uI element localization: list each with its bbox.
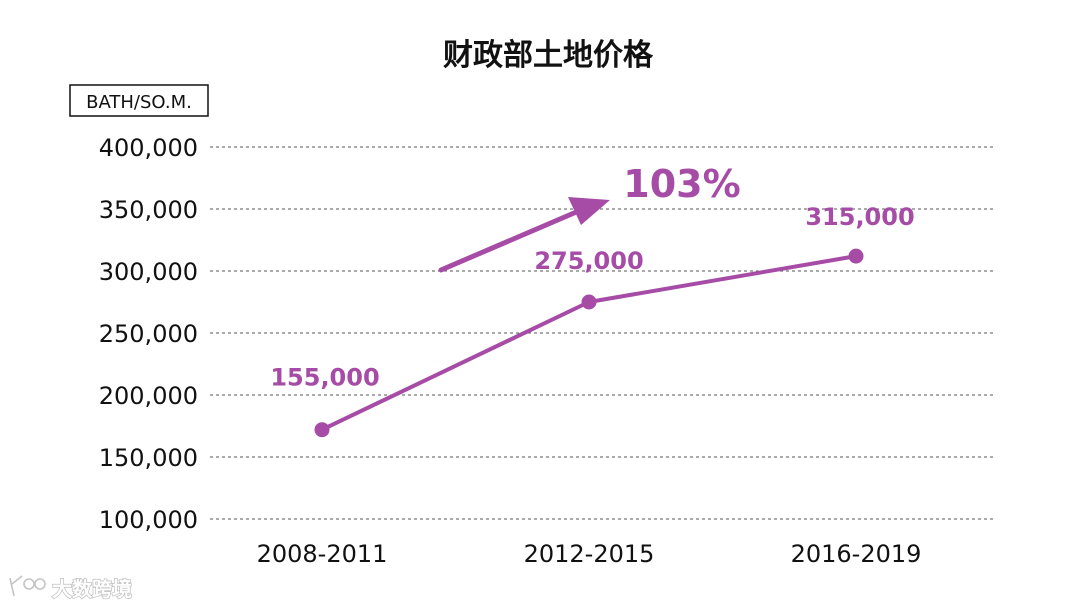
x-tick-label: 2012-2015 xyxy=(524,540,655,568)
y-tick-label: 400,000 xyxy=(99,134,198,162)
growth-annotation-label: 103% xyxy=(623,162,740,206)
data-label: 315,000 xyxy=(805,203,914,231)
growth-annotation: 103% xyxy=(438,162,741,273)
gridlines xyxy=(210,146,996,520)
watermark-text: 大数跨境 xyxy=(52,577,132,601)
x-axis-ticks: 2008-2011 2012-2015 2016-2019 xyxy=(257,540,922,568)
data-point xyxy=(581,294,597,310)
growth-arrow-head-icon xyxy=(568,197,610,225)
x-tick-label: 2016-2019 xyxy=(791,540,922,568)
watermark: 大数跨境 xyxy=(9,575,133,602)
y-tick-label: 200,000 xyxy=(99,382,198,410)
series xyxy=(314,248,864,438)
unit-label: BATH/SO.M. xyxy=(86,92,192,113)
growth-arrow-shaft xyxy=(438,204,591,273)
series-line xyxy=(321,254,857,432)
unit-label-box xyxy=(69,84,209,117)
y-tick-label: 100,000 xyxy=(99,506,198,534)
data-label: 275,000 xyxy=(534,247,643,275)
y-axis-ticks: 400,000 350,000 300,000 250,000 200,000 150,0… xyxy=(99,134,198,534)
data-point xyxy=(848,248,864,264)
y-tick-label: 300,000 xyxy=(99,258,198,286)
y-tick-label: 350,000 xyxy=(99,196,198,224)
data-point xyxy=(314,422,330,438)
chart-title: 财政部土地价格 xyxy=(443,38,654,73)
watermark-logo-icon xyxy=(9,575,46,597)
data-labels: 155,000 275,000 315,000 xyxy=(270,203,914,392)
x-tick-label: 2008-2011 xyxy=(257,540,388,568)
y-tick-label: 250,000 xyxy=(99,320,198,348)
y-tick-label: 150,000 xyxy=(99,444,198,472)
data-label: 155,000 xyxy=(270,364,379,392)
